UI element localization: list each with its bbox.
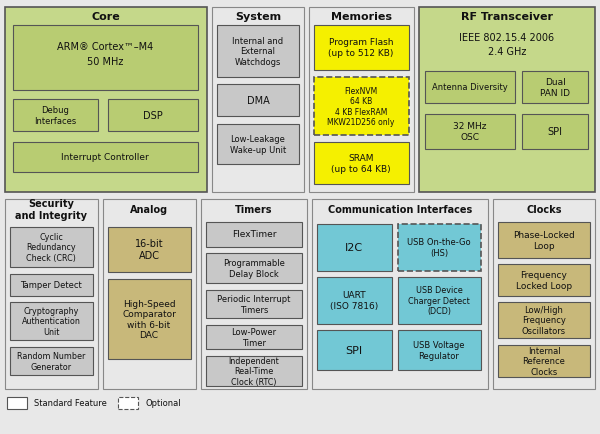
- Text: Core: Core: [92, 12, 121, 22]
- Text: System: System: [235, 12, 281, 22]
- Text: Periodic Interrupt
Timers: Periodic Interrupt Timers: [217, 295, 290, 314]
- Text: SPI: SPI: [346, 345, 362, 355]
- Text: Clocks: Clocks: [526, 204, 562, 214]
- Bar: [317, 277, 392, 324]
- Bar: [5, 200, 98, 389]
- Bar: [10, 274, 93, 296]
- Text: Independent
Real-Time
Clock (RTC): Independent Real-Time Clock (RTC): [229, 356, 280, 386]
- Text: DMA: DMA: [247, 96, 269, 106]
- Bar: [118, 397, 138, 409]
- Bar: [425, 115, 515, 150]
- Bar: [10, 227, 93, 267]
- Text: FlexTimer: FlexTimer: [232, 230, 276, 239]
- Text: SRAM
(up to 64 KB): SRAM (up to 64 KB): [331, 154, 391, 173]
- Bar: [201, 200, 307, 389]
- Bar: [206, 325, 302, 349]
- Text: Optional: Optional: [145, 398, 181, 408]
- Bar: [10, 302, 93, 340]
- Text: RF Transceiver: RF Transceiver: [461, 12, 553, 22]
- Bar: [206, 290, 302, 318]
- Text: USB On-the-Go
(HS): USB On-the-Go (HS): [407, 238, 471, 257]
- Bar: [13, 143, 198, 173]
- Text: Programmable
Delay Block: Programmable Delay Block: [223, 259, 285, 278]
- Bar: [108, 227, 191, 273]
- Text: Low-Leakage
Wake-up Unit: Low-Leakage Wake-up Unit: [230, 135, 286, 155]
- Text: USB Device
Charger Detect
(DCD): USB Device Charger Detect (DCD): [408, 286, 470, 315]
- Text: Tamper Detect: Tamper Detect: [20, 281, 82, 290]
- Bar: [425, 72, 515, 104]
- Text: Memories: Memories: [331, 12, 392, 22]
- Text: IEEE 802.15.4 2006: IEEE 802.15.4 2006: [460, 33, 554, 43]
- Text: ARM® Cortex™–M4: ARM® Cortex™–M4: [57, 42, 153, 52]
- Bar: [498, 345, 590, 377]
- Bar: [398, 330, 481, 370]
- Bar: [13, 100, 98, 132]
- Text: DSP: DSP: [143, 111, 163, 121]
- Bar: [7, 397, 27, 409]
- Bar: [493, 200, 595, 389]
- Bar: [419, 8, 595, 193]
- Text: 2.4 GHz: 2.4 GHz: [488, 47, 526, 57]
- Text: UART
(ISO 7816): UART (ISO 7816): [330, 291, 378, 310]
- Bar: [108, 100, 198, 132]
- Text: Timers: Timers: [235, 204, 273, 214]
- Bar: [206, 356, 302, 386]
- Bar: [217, 85, 299, 117]
- Bar: [314, 26, 409, 71]
- Text: Interrupt Controller: Interrupt Controller: [61, 153, 149, 162]
- Text: Standard Feature: Standard Feature: [34, 398, 107, 408]
- Text: Communication Interfaces: Communication Interfaces: [328, 204, 472, 214]
- Bar: [108, 279, 191, 359]
- Bar: [217, 26, 299, 78]
- Text: 32 MHz
OSC: 32 MHz OSC: [453, 122, 487, 141]
- Bar: [314, 143, 409, 184]
- Text: USB Voltage
Regulator: USB Voltage Regulator: [413, 341, 465, 360]
- Text: Cyclic
Redundancy
Check (CRC): Cyclic Redundancy Check (CRC): [26, 233, 76, 262]
- Text: SPI: SPI: [548, 127, 563, 137]
- Text: Phase-Locked
Loop: Phase-Locked Loop: [513, 231, 575, 250]
- Bar: [498, 302, 590, 338]
- Text: Antenna Diversity: Antenna Diversity: [432, 83, 508, 92]
- Text: Frequency
Locked Loop: Frequency Locked Loop: [516, 271, 572, 290]
- Text: Low/High
Frequency
Oscillators: Low/High Frequency Oscillators: [522, 306, 566, 335]
- Text: Internal and
External
Watchdogs: Internal and External Watchdogs: [232, 37, 284, 67]
- Bar: [317, 330, 392, 370]
- Bar: [498, 223, 590, 258]
- Text: High-Speed
Comparator
with 6-bit
DAC: High-Speed Comparator with 6-bit DAC: [122, 299, 176, 339]
- Bar: [217, 125, 299, 164]
- Text: Low-Power
Timer: Low-Power Timer: [232, 328, 277, 347]
- Bar: [10, 347, 93, 375]
- Bar: [498, 264, 590, 296]
- Bar: [522, 72, 588, 104]
- Text: 50 MHz: 50 MHz: [87, 57, 123, 67]
- Bar: [398, 277, 481, 324]
- Bar: [5, 8, 207, 193]
- Text: Security
and Integrity: Security and Integrity: [15, 199, 87, 220]
- Text: 16-bit
ADC: 16-bit ADC: [134, 239, 163, 260]
- Bar: [103, 200, 196, 389]
- Bar: [13, 26, 198, 91]
- Bar: [398, 224, 481, 271]
- Text: FlexNVM
64 KB
4 KB FlexRAM
MKW21D256 only: FlexNVM 64 KB 4 KB FlexRAM MKW21D256 onl…: [328, 87, 395, 127]
- Bar: [206, 253, 302, 283]
- Text: Analog: Analog: [130, 204, 168, 214]
- Text: Cryptography
Authentication
Unit: Cryptography Authentication Unit: [22, 306, 80, 336]
- Bar: [314, 78, 409, 136]
- Text: Dual
PAN ID: Dual PAN ID: [540, 78, 570, 98]
- Bar: [212, 8, 304, 193]
- Text: Random Number
Generator: Random Number Generator: [17, 352, 85, 371]
- Bar: [312, 200, 488, 389]
- Text: I2C: I2C: [345, 243, 363, 253]
- Bar: [317, 224, 392, 271]
- Text: Internal
Reference
Clocks: Internal Reference Clocks: [523, 346, 565, 376]
- Text: Debug
Interfaces: Debug Interfaces: [34, 106, 76, 125]
- Bar: [309, 8, 414, 193]
- Text: Program Flash
(up to 512 KB): Program Flash (up to 512 KB): [328, 38, 394, 58]
- Bar: [206, 223, 302, 247]
- Bar: [522, 115, 588, 150]
